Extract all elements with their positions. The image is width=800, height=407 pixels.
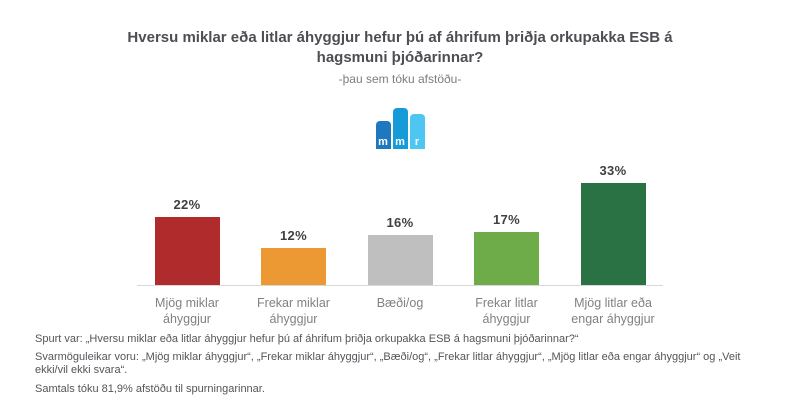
footnote-answer-options: Svarmöguleikar voru: „Mjög miklar áhyggj… [35,351,741,377]
bar [154,216,220,285]
bar [261,247,326,285]
bar [580,182,646,285]
mmr-logo-bar-icon: r [409,113,425,149]
footnote-response-rate: Samtals tóku 81,9% afstöðu til spurninga… [35,382,265,395]
bar-value-label: 33% [599,162,627,178]
bar [474,231,539,285]
category-label: Mjög litlar eða engar áhyggjur [571,295,655,327]
chart-subtitle: -þau sem tóku afstöðu- [338,71,462,86]
bar-value-label: 22% [173,196,201,212]
bars-row: 22% 12% 16% 17% 33% [137,155,663,286]
mmr-logo-bar-icon: m [375,120,391,149]
category-label: Mjög miklar áhyggjur [155,295,219,327]
category-label: Frekar miklar áhyggjur [257,295,330,327]
bar-column: 22% [137,197,237,285]
bar-chart: 22% 12% 16% 17% 33% Mjög miklar áhyggjur Frek… [137,155,663,328]
mmr-logo-bar-icon: m [392,107,408,149]
bar-value-label: 12% [280,227,307,243]
chart-title: Hversu miklar eða litlar áhyggjur hefur … [127,29,673,66]
bar-value-label: 16% [386,214,414,230]
bar-column: 12% [244,228,344,285]
mmr-logo-letter: m [378,135,388,148]
bar [367,234,433,285]
bar-column: 17% [457,212,557,285]
bar-value-label: 17% [493,211,520,227]
bar-column: 16% [350,215,450,285]
category-label: Frekar litlar áhyggjur [475,295,538,327]
category-label: Bæði/og [376,295,424,310]
mmr-logo-letter: m [395,135,405,148]
mmr-logo: m m r [0,107,800,149]
footnote-question: Spurt var: „Hversu miklar eða litlar áhy… [35,333,579,345]
footnotes: Spurt var: „Hversu miklar eða litlar áhy… [35,333,775,401]
mmr-logo-letter: r [414,135,420,148]
bar-column: 33% [563,163,663,285]
category-labels-row: Mjög miklar áhyggjur Frekar miklar áhyggj… [137,295,663,328]
